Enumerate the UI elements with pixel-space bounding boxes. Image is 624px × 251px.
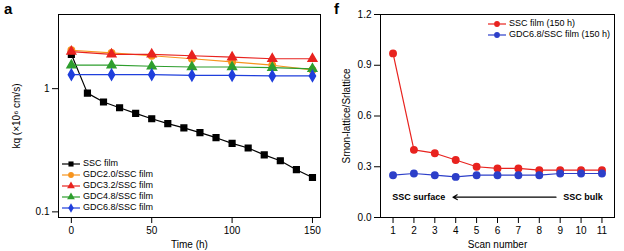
svg-text:5: 5 bbox=[474, 225, 480, 236]
svg-text:0.9: 0.9 bbox=[358, 59, 372, 70]
html-text:GDC3.2/SSC film: GDC3.2/SSC film bbox=[83, 180, 153, 190]
html-text:SSC film: SSC film bbox=[83, 158, 118, 168]
svg-text:0.0: 0.0 bbox=[358, 212, 372, 223]
svg-text:0.6: 0.6 bbox=[358, 110, 372, 121]
html-text:SSC film (150 h): SSC film (150 h) bbox=[509, 18, 575, 28]
html-text:a: a bbox=[4, 0, 13, 17]
svg-text:SSC bulk: SSC bulk bbox=[563, 192, 604, 202]
svg-text:SSC surface: SSC surface bbox=[392, 192, 445, 202]
svg-text:2: 2 bbox=[411, 225, 417, 236]
svg-text:50: 50 bbox=[146, 225, 158, 236]
svg-text:0.1: 0.1 bbox=[36, 206, 50, 217]
html-text:GDC2.0/SSC film: GDC2.0/SSC film bbox=[83, 169, 153, 179]
html-text:f: f bbox=[334, 0, 339, 17]
html-text:GDC6.8/SSC film (150 h): GDC6.8/SSC film (150 h) bbox=[509, 29, 610, 39]
svg-text:9: 9 bbox=[557, 225, 563, 236]
html-text:GDC4.8/SSC film: GDC4.8/SSC film bbox=[83, 191, 153, 201]
svg-text:10: 10 bbox=[576, 225, 588, 236]
html-text:GDC6.8/SSC film: GDC6.8/SSC film bbox=[83, 202, 153, 212]
svg-text:150: 150 bbox=[304, 225, 321, 236]
svg-text:Srnon-lattice/Srlattice: Srnon-lattice/Srlattice bbox=[341, 68, 352, 163]
svg-text:0: 0 bbox=[69, 225, 75, 236]
svg-text:11: 11 bbox=[597, 225, 608, 236]
svg-text:8: 8 bbox=[537, 225, 543, 236]
svg-text:kq (×10⁶ cm/s): kq (×10⁶ cm/s) bbox=[11, 84, 22, 149]
svg-text:0.3: 0.3 bbox=[358, 161, 372, 172]
svg-text:1: 1 bbox=[44, 83, 50, 94]
svg-text:6: 6 bbox=[495, 225, 501, 236]
svg-text:7: 7 bbox=[516, 225, 522, 236]
svg-text:3: 3 bbox=[432, 225, 438, 236]
svg-text:100: 100 bbox=[224, 225, 241, 236]
svg-text:Scan number: Scan number bbox=[468, 239, 528, 250]
svg-text:4: 4 bbox=[453, 225, 459, 236]
svg-text:1.2: 1.2 bbox=[358, 9, 372, 20]
svg-text:1: 1 bbox=[390, 225, 396, 236]
svg-text:Time (h): Time (h) bbox=[171, 239, 208, 250]
